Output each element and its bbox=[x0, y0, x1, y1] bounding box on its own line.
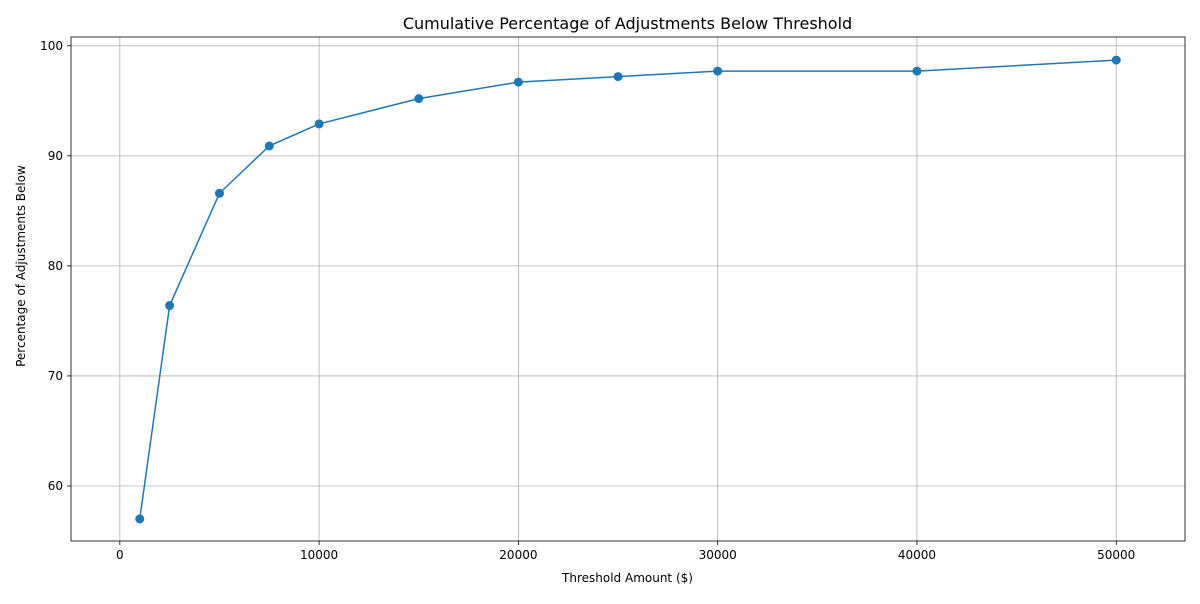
data-point bbox=[613, 72, 623, 82]
data-point bbox=[135, 514, 145, 524]
x-tick-label: 20000 bbox=[499, 548, 537, 562]
x-tick-label: 40000 bbox=[898, 548, 936, 562]
data-point bbox=[513, 77, 523, 87]
series-line bbox=[139, 59, 1117, 520]
chart-title: Cumulative Percentage of Adjustments Bel… bbox=[403, 14, 852, 33]
x-tick-label: 50000 bbox=[1097, 548, 1135, 562]
data-point bbox=[1111, 55, 1121, 65]
x-tick-label: 10000 bbox=[300, 548, 338, 562]
data-point bbox=[264, 141, 274, 151]
y-tick-label: 100 bbox=[40, 39, 63, 53]
x-axis-label: Threshold Amount ($) bbox=[561, 571, 693, 585]
data-point bbox=[214, 188, 224, 198]
data-point bbox=[414, 94, 424, 104]
grid-lines bbox=[71, 37, 1185, 541]
axes-group: 0 10000 20000 30000 40000 50000 60 70 80 90 100 bbox=[40, 36, 1186, 562]
plot-frame bbox=[70, 36, 1186, 542]
y-tick-label: 70 bbox=[48, 369, 63, 383]
y-tick-label: 90 bbox=[48, 149, 63, 163]
data-point bbox=[165, 301, 175, 311]
data-point bbox=[314, 119, 324, 129]
data-point bbox=[713, 66, 723, 76]
series-group bbox=[135, 55, 1121, 524]
x-tick-label: 30000 bbox=[699, 548, 737, 562]
y-tick-label: 60 bbox=[48, 479, 63, 493]
x-tick-label: 0 bbox=[116, 548, 124, 562]
y-tick-label: 80 bbox=[48, 259, 63, 273]
data-point bbox=[912, 66, 922, 76]
y-axis-label: Percentage of Adjustments Below bbox=[14, 165, 28, 367]
